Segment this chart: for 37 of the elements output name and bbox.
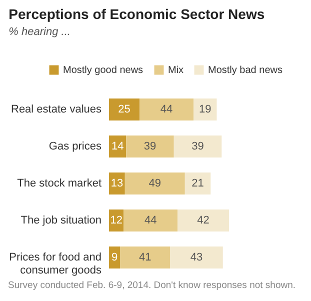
chart-subtitle: % hearing ... [8,26,70,38]
bar [124,172,185,194]
data-label: 14 [111,140,124,152]
data-label: 44 [160,104,173,116]
legend-label: Mostly bad news [208,65,282,76]
data-label: 39 [144,140,156,152]
bar [126,136,174,158]
data-label: 49 [148,178,162,190]
bar [109,98,140,120]
bar [178,210,229,232]
data-label: 13 [110,178,124,190]
bar [140,98,194,120]
chart-title: Perceptions of Economic Sector News [8,6,265,22]
y-tick-label: Gas prices [48,140,102,152]
data-label: 9 [111,252,118,264]
data-label: 43 [190,252,203,264]
data-label: 21 [192,178,204,190]
data-label: 39 [192,140,204,152]
data-label: 12 [110,214,122,226]
bar [184,172,211,194]
data-label: 44 [144,214,157,226]
data-label: 19 [198,104,212,116]
bar [193,98,217,120]
data-label: 42 [197,214,210,226]
data-label: 25 [118,104,130,116]
bar [120,246,170,268]
y-tick-label: Real estate values [11,104,102,116]
data-label: 41 [138,252,152,264]
y-tick-label: Prices for food and consumer goods [9,252,102,276]
annotation: Survey conducted Feb. 6-9, 2014. Don't know responses not shown. [8,280,297,291]
legend-label: Mix [168,65,184,76]
bar [174,136,222,158]
bar [170,246,223,268]
y-tick-label: The stock market [17,178,102,190]
bar [124,210,178,232]
y-tick-label: The job situation [20,214,102,226]
legend-label: Mostly good news [63,65,144,76]
